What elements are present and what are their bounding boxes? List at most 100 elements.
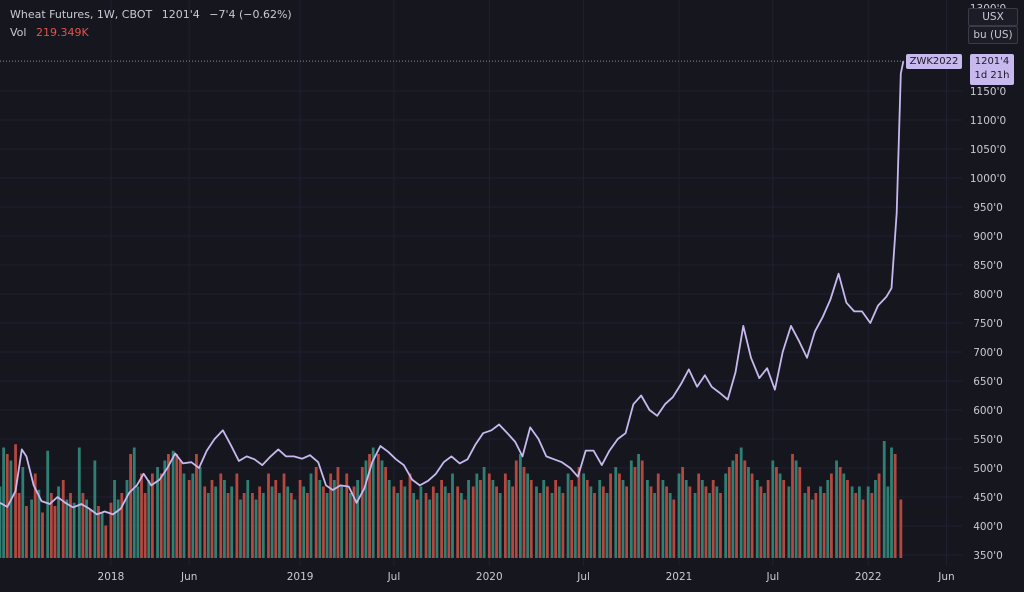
- volume-bar: [368, 454, 371, 558]
- volume-bar: [254, 499, 258, 558]
- volume-bar: [857, 486, 861, 558]
- volume-bar: [53, 506, 57, 558]
- volume-bar: [419, 486, 423, 558]
- volume-bar: [819, 486, 822, 558]
- volume-bar: [890, 447, 893, 558]
- volume-bar: [396, 493, 399, 558]
- volume-bar: [340, 486, 343, 558]
- y-tick-label: 500'0: [973, 463, 1003, 475]
- volume-bar: [601, 486, 605, 558]
- time-axis: 2018 Jun 2019 Jul 2020 Jul 2021 Jul 2022 Jun: [98, 571, 955, 583]
- volume-bar: [412, 493, 416, 558]
- volume-bar: [159, 473, 163, 558]
- volume-bar: [345, 473, 349, 558]
- volume-header[interactable]: Vol 219.349K: [10, 26, 89, 39]
- volume-bar: [171, 450, 175, 558]
- volume-bar: [116, 499, 120, 558]
- volume-bar: [870, 493, 874, 558]
- y-tick-label: 450'0: [973, 492, 1003, 504]
- volume-bar: [57, 486, 60, 558]
- volume-bar: [17, 493, 21, 558]
- volume-bar: [332, 480, 336, 558]
- volume-bar: [491, 480, 495, 558]
- currency-button[interactable]: USX: [968, 8, 1018, 26]
- volume-bar: [132, 447, 136, 558]
- volume-bar: [629, 460, 633, 558]
- volume-label: Vol: [10, 26, 27, 39]
- symbol-header[interactable]: Wheat Futures, 1W, CBOT 1201'4 −7'4 (−0.…: [10, 8, 292, 21]
- volume-bar: [125, 480, 129, 558]
- volume-bar: [399, 480, 403, 558]
- price-axis: 350'0 400'0 450'0 500'0 550'0 600'0 650'0 700'0…: [970, 3, 1006, 562]
- volume-bar: [514, 460, 518, 558]
- volume-bar: [364, 460, 368, 558]
- volume-bar: [309, 473, 313, 558]
- volume-bar: [877, 473, 881, 558]
- volume-bar: [270, 486, 274, 558]
- volume-bar: [428, 499, 432, 558]
- volume-bar: [25, 506, 28, 558]
- volume-bar: [49, 493, 53, 558]
- volume-bar: [198, 467, 202, 558]
- volume-bar: [538, 493, 542, 558]
- volume-bar: [807, 486, 810, 558]
- volume-bar: [482, 467, 486, 558]
- volume-bar: [545, 486, 549, 558]
- volume-bar: [443, 486, 447, 558]
- volume-bar: [829, 473, 833, 558]
- volume-bar: [30, 499, 34, 558]
- volume-bar: [348, 493, 352, 558]
- last-value: 1201'4: [161, 8, 200, 21]
- y-tick-label: 600'0: [973, 405, 1003, 417]
- volume-bar: [542, 480, 546, 558]
- volume-bar: [104, 525, 108, 558]
- volume-bar: [665, 486, 668, 558]
- volume-bar: [850, 486, 854, 558]
- y-tick-label: 850'0: [973, 260, 1003, 272]
- volume-bar: [625, 486, 629, 558]
- volume-bar: [352, 486, 356, 558]
- volume-bar: [846, 480, 849, 558]
- volume-bar: [791, 454, 794, 558]
- volume-bar: [782, 480, 786, 558]
- volume-bar: [526, 473, 530, 558]
- volume-bar: [214, 486, 218, 558]
- price-series-line: [0, 60, 905, 516]
- x-tick-label: 2019: [287, 571, 314, 583]
- volume-bar: [41, 512, 44, 558]
- volume-bar: [206, 493, 210, 558]
- volume-bar: [143, 493, 147, 558]
- x-tick-label: Jun: [180, 571, 197, 583]
- volume-bar: [408, 473, 412, 558]
- volume-bar: [314, 467, 318, 558]
- volume-bar: [136, 486, 140, 558]
- volume-bar: [585, 480, 589, 558]
- volume-bar: [210, 480, 214, 558]
- volume-bar: [842, 473, 846, 558]
- volume-bar: [681, 467, 685, 558]
- last-price-value: 1201'4: [974, 56, 1010, 67]
- volume-bar: [392, 486, 396, 558]
- volume-bar: [261, 493, 265, 558]
- unit-button[interactable]: bu (US): [968, 26, 1018, 44]
- volume-bar: [668, 493, 672, 558]
- volume-bar: [93, 460, 97, 558]
- volume-bar: [167, 454, 170, 558]
- last-price-tag: 1201'4 1d 21h: [970, 54, 1014, 85]
- volume-bar: [759, 486, 763, 558]
- volume-bar: [577, 467, 581, 558]
- volume-bar: [336, 467, 340, 558]
- volume-bar: [731, 460, 735, 558]
- volume-bar: [100, 512, 104, 558]
- volume-bar: [743, 460, 747, 558]
- x-tick-label: 2018: [98, 571, 125, 583]
- volume-bar: [479, 480, 482, 558]
- volume-bar: [46, 450, 50, 558]
- volume-bar: [387, 480, 391, 558]
- volume-bar: [463, 499, 467, 558]
- volume-bar: [645, 480, 649, 558]
- y-tick-label: 1100'0: [970, 115, 1006, 127]
- y-tick-label: 800'0: [973, 289, 1003, 301]
- volume-bar: [826, 480, 830, 558]
